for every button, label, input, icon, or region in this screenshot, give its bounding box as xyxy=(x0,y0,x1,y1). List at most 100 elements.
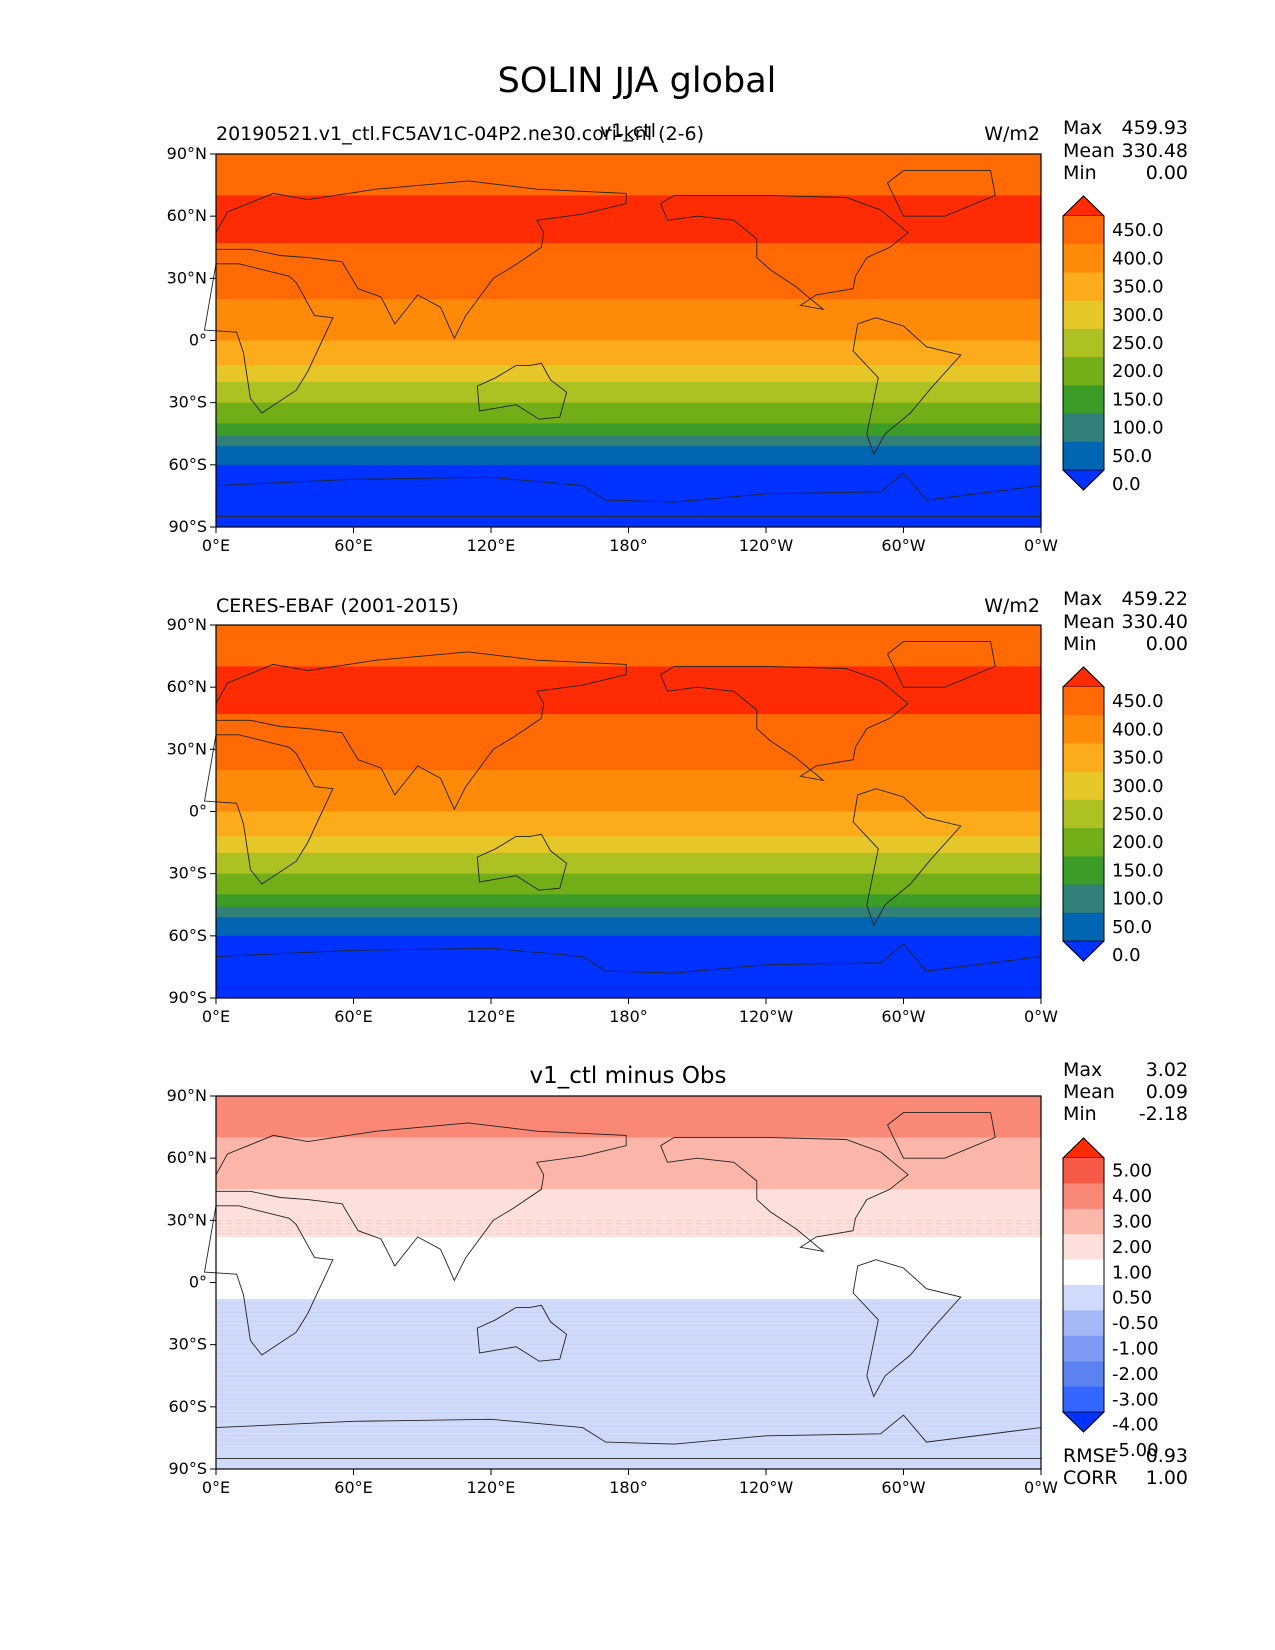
coastline xyxy=(660,1136,909,1253)
colorbar-tick-label: 50.0 xyxy=(1112,446,1152,467)
coastline xyxy=(215,180,627,340)
lat-band xyxy=(216,365,1041,383)
lat-band xyxy=(216,381,1041,404)
colorbar-tick-label: 150.0 xyxy=(1112,860,1164,881)
coastline xyxy=(476,833,568,891)
colorbar-segment xyxy=(1063,828,1104,857)
x-tick-label: 60°E xyxy=(334,1478,372,1497)
lat-band xyxy=(216,435,1041,447)
coastline xyxy=(203,263,334,414)
y-tick-label: 90°N xyxy=(167,615,207,634)
panel-diff-axes: 0°E 60°E 120°E 180° 120°W 60°W 0°W 90°N 60°N 30°N… xyxy=(167,1086,1059,1497)
colorbar-segment xyxy=(1063,300,1104,330)
x-tick-label: 180° xyxy=(609,536,648,555)
lat-band xyxy=(216,1299,1041,1470)
colorbar-tick-label: 50.0 xyxy=(1112,917,1152,938)
panel-model-left-title: 20190521.v1_ctl.FC5AV1C-04P2.ne30.cori-k… xyxy=(216,123,704,145)
panel-model-units: W/m2 xyxy=(984,123,1040,145)
x-tick-label: 120°E xyxy=(467,536,516,555)
panel-model-colorbar: 450.0 400.0 350.0 300.0 250.0 200.0 150.0 100.0… xyxy=(1062,195,1164,495)
lat-band xyxy=(216,1236,1041,1263)
colorbar-tick-label: 100.0 xyxy=(1112,889,1164,910)
panel-obs-stat-max-value: 459.22 xyxy=(1122,588,1188,610)
colorbar-segment xyxy=(1063,357,1104,386)
panel-diff: v1_ctl minus Obs 0°E 60°E 120°E 180° 120°W 60… xyxy=(167,1059,1188,1497)
lat-band xyxy=(216,836,1041,854)
colorbar-tick-label: -0.50 xyxy=(1112,1313,1159,1334)
colorbar-outline xyxy=(1062,666,1105,962)
x-tick-label: 60°W xyxy=(881,1007,925,1026)
lat-band xyxy=(216,423,1041,437)
panel-obs-axes: 0°E 60°E 120°E 180° 120°W 60°W 0°W 90°N 60°N 30°N… xyxy=(167,615,1059,1026)
colorbar-tick-label: 250.0 xyxy=(1112,333,1164,354)
x-tick-label: 180° xyxy=(609,1007,648,1026)
panel-model-stat-min-label: Min xyxy=(1063,162,1097,184)
panel-diff-rmse-value: 0.93 xyxy=(1146,1445,1188,1467)
panel-model-stats: Max 459.93 Mean 330.48 Min 0.00 xyxy=(1063,117,1188,184)
x-tick-label: 60°W xyxy=(881,536,925,555)
panel-obs-stat-min-label: Min xyxy=(1063,633,1097,655)
lat-band xyxy=(216,154,1041,196)
panel-diff-stat-mean-value: 0.09 xyxy=(1146,1081,1188,1103)
panel-model-stat-max-value: 459.93 xyxy=(1122,117,1188,139)
y-tick-label: 30°S xyxy=(168,1335,207,1354)
y-tick-label: 0° xyxy=(189,331,207,350)
colorbar-tick-label: -4.00 xyxy=(1112,1415,1159,1436)
panel-obs-stat-mean-label: Mean xyxy=(1063,611,1115,633)
colorbar-extend-max xyxy=(1062,1137,1105,1159)
colorbar-segment xyxy=(1063,1259,1104,1286)
colorbar-outline xyxy=(1062,1137,1105,1433)
coastline xyxy=(886,641,996,688)
panel-model-stat-mean-label: Mean xyxy=(1063,140,1115,162)
y-tick-label: 90°N xyxy=(167,1086,207,1105)
colorbar-tick-label: 1.00 xyxy=(1112,1262,1152,1283)
y-tick-label: 30°N xyxy=(167,739,207,758)
y-tick-label: 60°N xyxy=(167,677,207,696)
lat-band xyxy=(216,852,1041,875)
lat-band xyxy=(216,1137,1041,1190)
colorbar-segment xyxy=(1063,856,1104,886)
y-tick-label: 60°S xyxy=(168,455,207,474)
panel-diff-rmse-label: RMSE xyxy=(1063,1445,1117,1467)
lat-band xyxy=(216,446,1041,466)
colorbar-segment xyxy=(1063,1208,1104,1235)
x-tick-label: 60°E xyxy=(334,1007,372,1026)
coastline xyxy=(476,1304,568,1362)
x-tick-label: 0°W xyxy=(1024,536,1058,555)
y-tick-label: 90°S xyxy=(168,517,207,536)
panel-model-stat-min-value: 0.00 xyxy=(1146,162,1188,184)
y-tick-label: 0° xyxy=(189,1273,207,1292)
coastline xyxy=(203,1205,334,1356)
coastline xyxy=(852,1259,962,1398)
colorbar-segment xyxy=(1063,1310,1104,1337)
x-tick-label: 0°W xyxy=(1024,1478,1058,1497)
panel-diff-map xyxy=(203,1095,1042,1470)
colorbar-segment xyxy=(1063,912,1104,942)
coastline xyxy=(215,1122,627,1282)
y-tick-label: 60°N xyxy=(167,206,207,225)
panel-diff-stat-max-label: Max xyxy=(1063,1059,1102,1081)
colorbar-segment xyxy=(1063,1361,1104,1388)
lat-band xyxy=(216,299,1041,341)
coastline xyxy=(476,362,568,420)
colorbar-segment xyxy=(1063,244,1104,273)
panel-diff-stat-max-value: 3.02 xyxy=(1146,1059,1188,1081)
coastline xyxy=(886,170,996,217)
x-tick-label: 120°W xyxy=(739,536,794,555)
lat-band xyxy=(216,714,1041,771)
panel-model-map xyxy=(203,153,1042,528)
panel-diff-corr-value: 1.00 xyxy=(1146,1467,1188,1489)
lat-band xyxy=(216,983,1041,999)
y-tick-label: 0° xyxy=(189,802,207,821)
y-tick-label: 30°N xyxy=(167,268,207,287)
colorbar-tick-label: -5.00 xyxy=(1112,1440,1159,1461)
colorbar-segment xyxy=(1063,743,1104,773)
colorbar-extend-max xyxy=(1062,195,1105,217)
x-tick-label: 60°W xyxy=(881,1478,925,1497)
colorbar-segment xyxy=(1063,715,1104,744)
colorbar-tick-label: -1.00 xyxy=(1112,1339,1159,1360)
colorbar-segment xyxy=(1063,1234,1104,1261)
colorbar-tick-label: 300.0 xyxy=(1112,776,1164,797)
colorbar-segment xyxy=(1063,328,1104,358)
